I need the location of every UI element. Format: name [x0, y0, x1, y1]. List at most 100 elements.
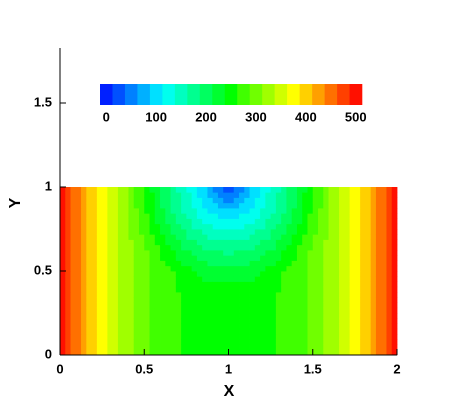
contour-cell [70, 208, 77, 214]
contour-cell [144, 292, 150, 298]
contour-cell [217, 323, 224, 330]
contour-cell [160, 344, 166, 351]
contour-cell [75, 323, 82, 330]
contour-cell [318, 313, 324, 319]
contour-cell [170, 218, 177, 225]
contour-cell [86, 187, 92, 193]
contour-cell [286, 271, 293, 277]
contour-cell [175, 265, 182, 272]
contour-cell [186, 297, 193, 303]
contour-cell [339, 197, 345, 204]
contour-cell [112, 334, 119, 340]
contour-cell [102, 255, 108, 261]
contour-cell [223, 344, 229, 351]
contour-cell [275, 318, 282, 324]
contour-cell [318, 323, 324, 330]
contour-cell [154, 292, 161, 298]
contour-cell [375, 192, 382, 198]
contour-cell [323, 218, 329, 225]
contour-cell [270, 213, 277, 219]
contour-cell [70, 250, 77, 256]
contour-cell [239, 334, 245, 340]
contour-cell [312, 286, 319, 293]
contour-cell [265, 192, 272, 198]
contour-cell [165, 223, 171, 230]
contour-cell [207, 349, 214, 356]
contour-cell [181, 250, 187, 256]
contour-cell [60, 192, 66, 198]
contour-cell [233, 223, 240, 230]
contour-cell [270, 323, 277, 330]
contour-cell [360, 202, 366, 209]
contour-cell [233, 271, 240, 277]
contour-cell [339, 260, 345, 267]
contour-cell [312, 318, 319, 324]
contour-cell [386, 218, 393, 225]
contour-cell [128, 297, 135, 303]
contour-cell [170, 229, 177, 235]
contour-cell [275, 187, 282, 193]
contour-cell [65, 250, 71, 256]
contour-cell [270, 328, 277, 335]
contour-cell [365, 297, 372, 303]
contour-cell [239, 328, 245, 335]
contour-cell [65, 344, 71, 351]
contour-cell [91, 292, 98, 298]
contour-cell [344, 318, 351, 324]
contour-cell [260, 281, 266, 288]
contour-cell [254, 318, 261, 324]
contour-cell [107, 328, 114, 335]
contour-cell [60, 307, 66, 314]
contour-cell [202, 323, 208, 330]
contour-cell [217, 286, 224, 293]
contour-cell [144, 302, 150, 309]
contour-cell [286, 292, 293, 298]
contour-cell [60, 218, 66, 225]
contour-cell [254, 276, 261, 282]
contour-cell [233, 307, 240, 314]
contour-cell [133, 250, 140, 256]
contour-cell [181, 349, 187, 356]
contour-cell [60, 239, 66, 246]
contour-cell [244, 265, 250, 272]
contour-cell [138, 187, 145, 193]
contour-cell [302, 265, 308, 272]
contour-cell [154, 297, 161, 303]
contour-cell [181, 208, 187, 214]
contour-cell [123, 260, 129, 267]
contour-cell [91, 349, 98, 356]
contour-cell [370, 313, 377, 319]
contour-cell [249, 349, 256, 356]
contour-cell [60, 281, 66, 288]
contour-cell [344, 307, 351, 314]
contour-cell [107, 286, 114, 293]
contour-cell [175, 276, 182, 282]
contour-cell [123, 187, 129, 193]
contour-cell [165, 334, 171, 340]
contour-cell [365, 192, 372, 198]
contour-cell [81, 255, 87, 261]
contour-cell [360, 197, 366, 204]
contour-cell [65, 302, 71, 309]
contour-cell [370, 292, 377, 298]
contour-cell [186, 255, 193, 261]
contour-cell [233, 250, 240, 256]
contour-cell [244, 244, 250, 251]
contour-cell [275, 239, 282, 246]
contour-cell [181, 307, 187, 314]
contour-cell [207, 239, 214, 246]
contour-cell [302, 344, 308, 351]
contour-cell [275, 213, 282, 219]
contour-cell [186, 260, 193, 267]
contour-cell [354, 349, 361, 356]
contour-cell [228, 255, 235, 261]
contour-cell [349, 213, 356, 219]
contour-cell [365, 208, 372, 214]
contour-cell [281, 208, 287, 214]
contour-cell [207, 187, 214, 193]
contour-cell [138, 229, 145, 235]
contour-cell [249, 344, 256, 351]
contour-cell [223, 286, 229, 293]
contour-cell [207, 265, 214, 272]
contour-cell [81, 265, 87, 272]
